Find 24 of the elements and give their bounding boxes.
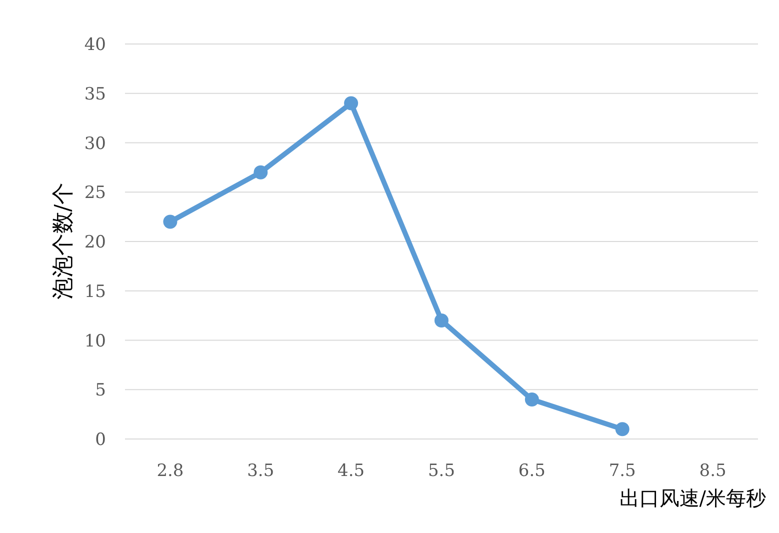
x-tick-label: 3.5 [247, 461, 274, 481]
y-tick-label: 10 [84, 331, 106, 352]
y-tick-label: 35 [84, 84, 106, 104]
point [163, 214, 178, 229]
point [344, 96, 358, 110]
x-tick-label: 7.5 [608, 461, 636, 481]
point [615, 422, 630, 436]
y-tick-label: 25 [84, 183, 106, 204]
y-tick-label: 40 [84, 35, 106, 55]
point [254, 165, 268, 180]
y-axis-title: 泡泡个数/个 [51, 182, 76, 300]
x-tick-label: 8.5 [699, 461, 726, 481]
point [524, 392, 539, 406]
x-tick-label: 4.5 [338, 461, 365, 481]
y-tick-label: 20 [84, 232, 106, 252]
y-tick-label: 5 [95, 380, 106, 401]
y-tick-label: 30 [84, 134, 106, 154]
x-axis-title: 出口风速/米每秒 [619, 486, 766, 510]
y-tick-label: 0 [95, 430, 106, 450]
point [434, 314, 448, 328]
x-tick-label: 5.5 [428, 461, 456, 481]
x-tick-label: 6.5 [518, 461, 546, 481]
y-tick-label: 15 [84, 282, 106, 302]
x-tick-label: 2.8 [156, 461, 184, 481]
